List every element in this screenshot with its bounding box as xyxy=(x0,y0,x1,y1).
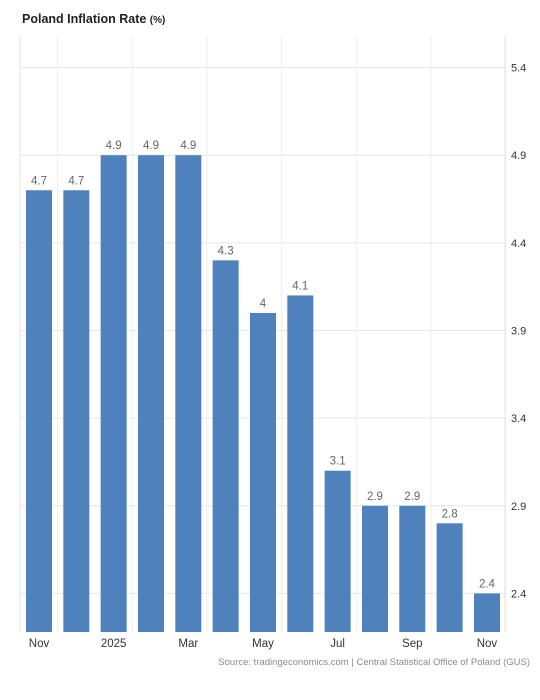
bar xyxy=(26,190,52,632)
bar-value-label: 2.9 xyxy=(367,491,383,503)
y-tick-label: 3.4 xyxy=(511,413,526,425)
bar-value-label: 2.9 xyxy=(404,491,420,503)
bar xyxy=(324,470,351,632)
y-tick-label: 4.4 xyxy=(511,238,526,250)
x-tick-label: Mar xyxy=(178,638,198,650)
data-labels: 4.7 4.7 4.9 4.9 4.9 4.3 4 4.1 3.1 2.9 2.9 2.8 2.4 xyxy=(31,140,496,590)
bar xyxy=(212,260,239,632)
y-tick-label: 2.4 xyxy=(511,588,526,600)
bar xyxy=(361,505,388,632)
x-tick-label: May xyxy=(252,638,274,650)
bar-value-label: 2.4 xyxy=(479,578,496,590)
bar-value-label: 4 xyxy=(260,298,267,310)
y-tick-label: 5.4 xyxy=(511,63,526,75)
bar xyxy=(63,190,90,632)
bar-value-label: 4.9 xyxy=(143,140,159,152)
x-tick-label: Jul xyxy=(330,638,345,650)
bar xyxy=(399,505,426,632)
x-tick-label: 2025 xyxy=(101,638,127,650)
bar xyxy=(436,523,463,632)
bar-value-label: 4.7 xyxy=(68,175,84,187)
bar-value-label: 4.7 xyxy=(31,175,47,187)
bar-value-label: 4.9 xyxy=(106,140,122,152)
bar xyxy=(175,155,202,632)
bars xyxy=(26,155,500,632)
bar-value-label: 4.9 xyxy=(180,140,196,152)
chart-title-unit: (%) xyxy=(149,15,166,26)
bar xyxy=(287,295,314,632)
x-axis-ticks: Nov 2025 Mar May Jul Sep Nov xyxy=(29,638,498,650)
source-note: Source: tradingeconomics.com | Central S… xyxy=(218,657,530,668)
bar xyxy=(137,155,164,632)
bar-value-label: 4.1 xyxy=(292,280,308,292)
y-tick-label: 3.9 xyxy=(511,325,526,337)
x-tick-label: Nov xyxy=(29,638,50,650)
bar xyxy=(473,593,500,632)
y-axis-ticks: 2.4 2.9 3.4 3.9 4.4 4.9 5.4 xyxy=(511,63,526,601)
bar-value-label: 3.1 xyxy=(330,456,346,468)
x-tick-label: Sep xyxy=(402,638,422,650)
bar xyxy=(100,155,127,632)
bar xyxy=(249,312,276,632)
y-tick-label: 4.9 xyxy=(511,150,526,162)
chart-title-text: Poland Inflation Rate xyxy=(22,12,147,26)
bar-value-label: 2.8 xyxy=(442,508,458,520)
y-tick-label: 2.9 xyxy=(511,501,526,513)
x-tick-label: Nov xyxy=(477,638,498,650)
bar-value-label: 4.3 xyxy=(218,245,234,257)
chart-title: Poland Inflation Rate (%) xyxy=(22,12,165,26)
